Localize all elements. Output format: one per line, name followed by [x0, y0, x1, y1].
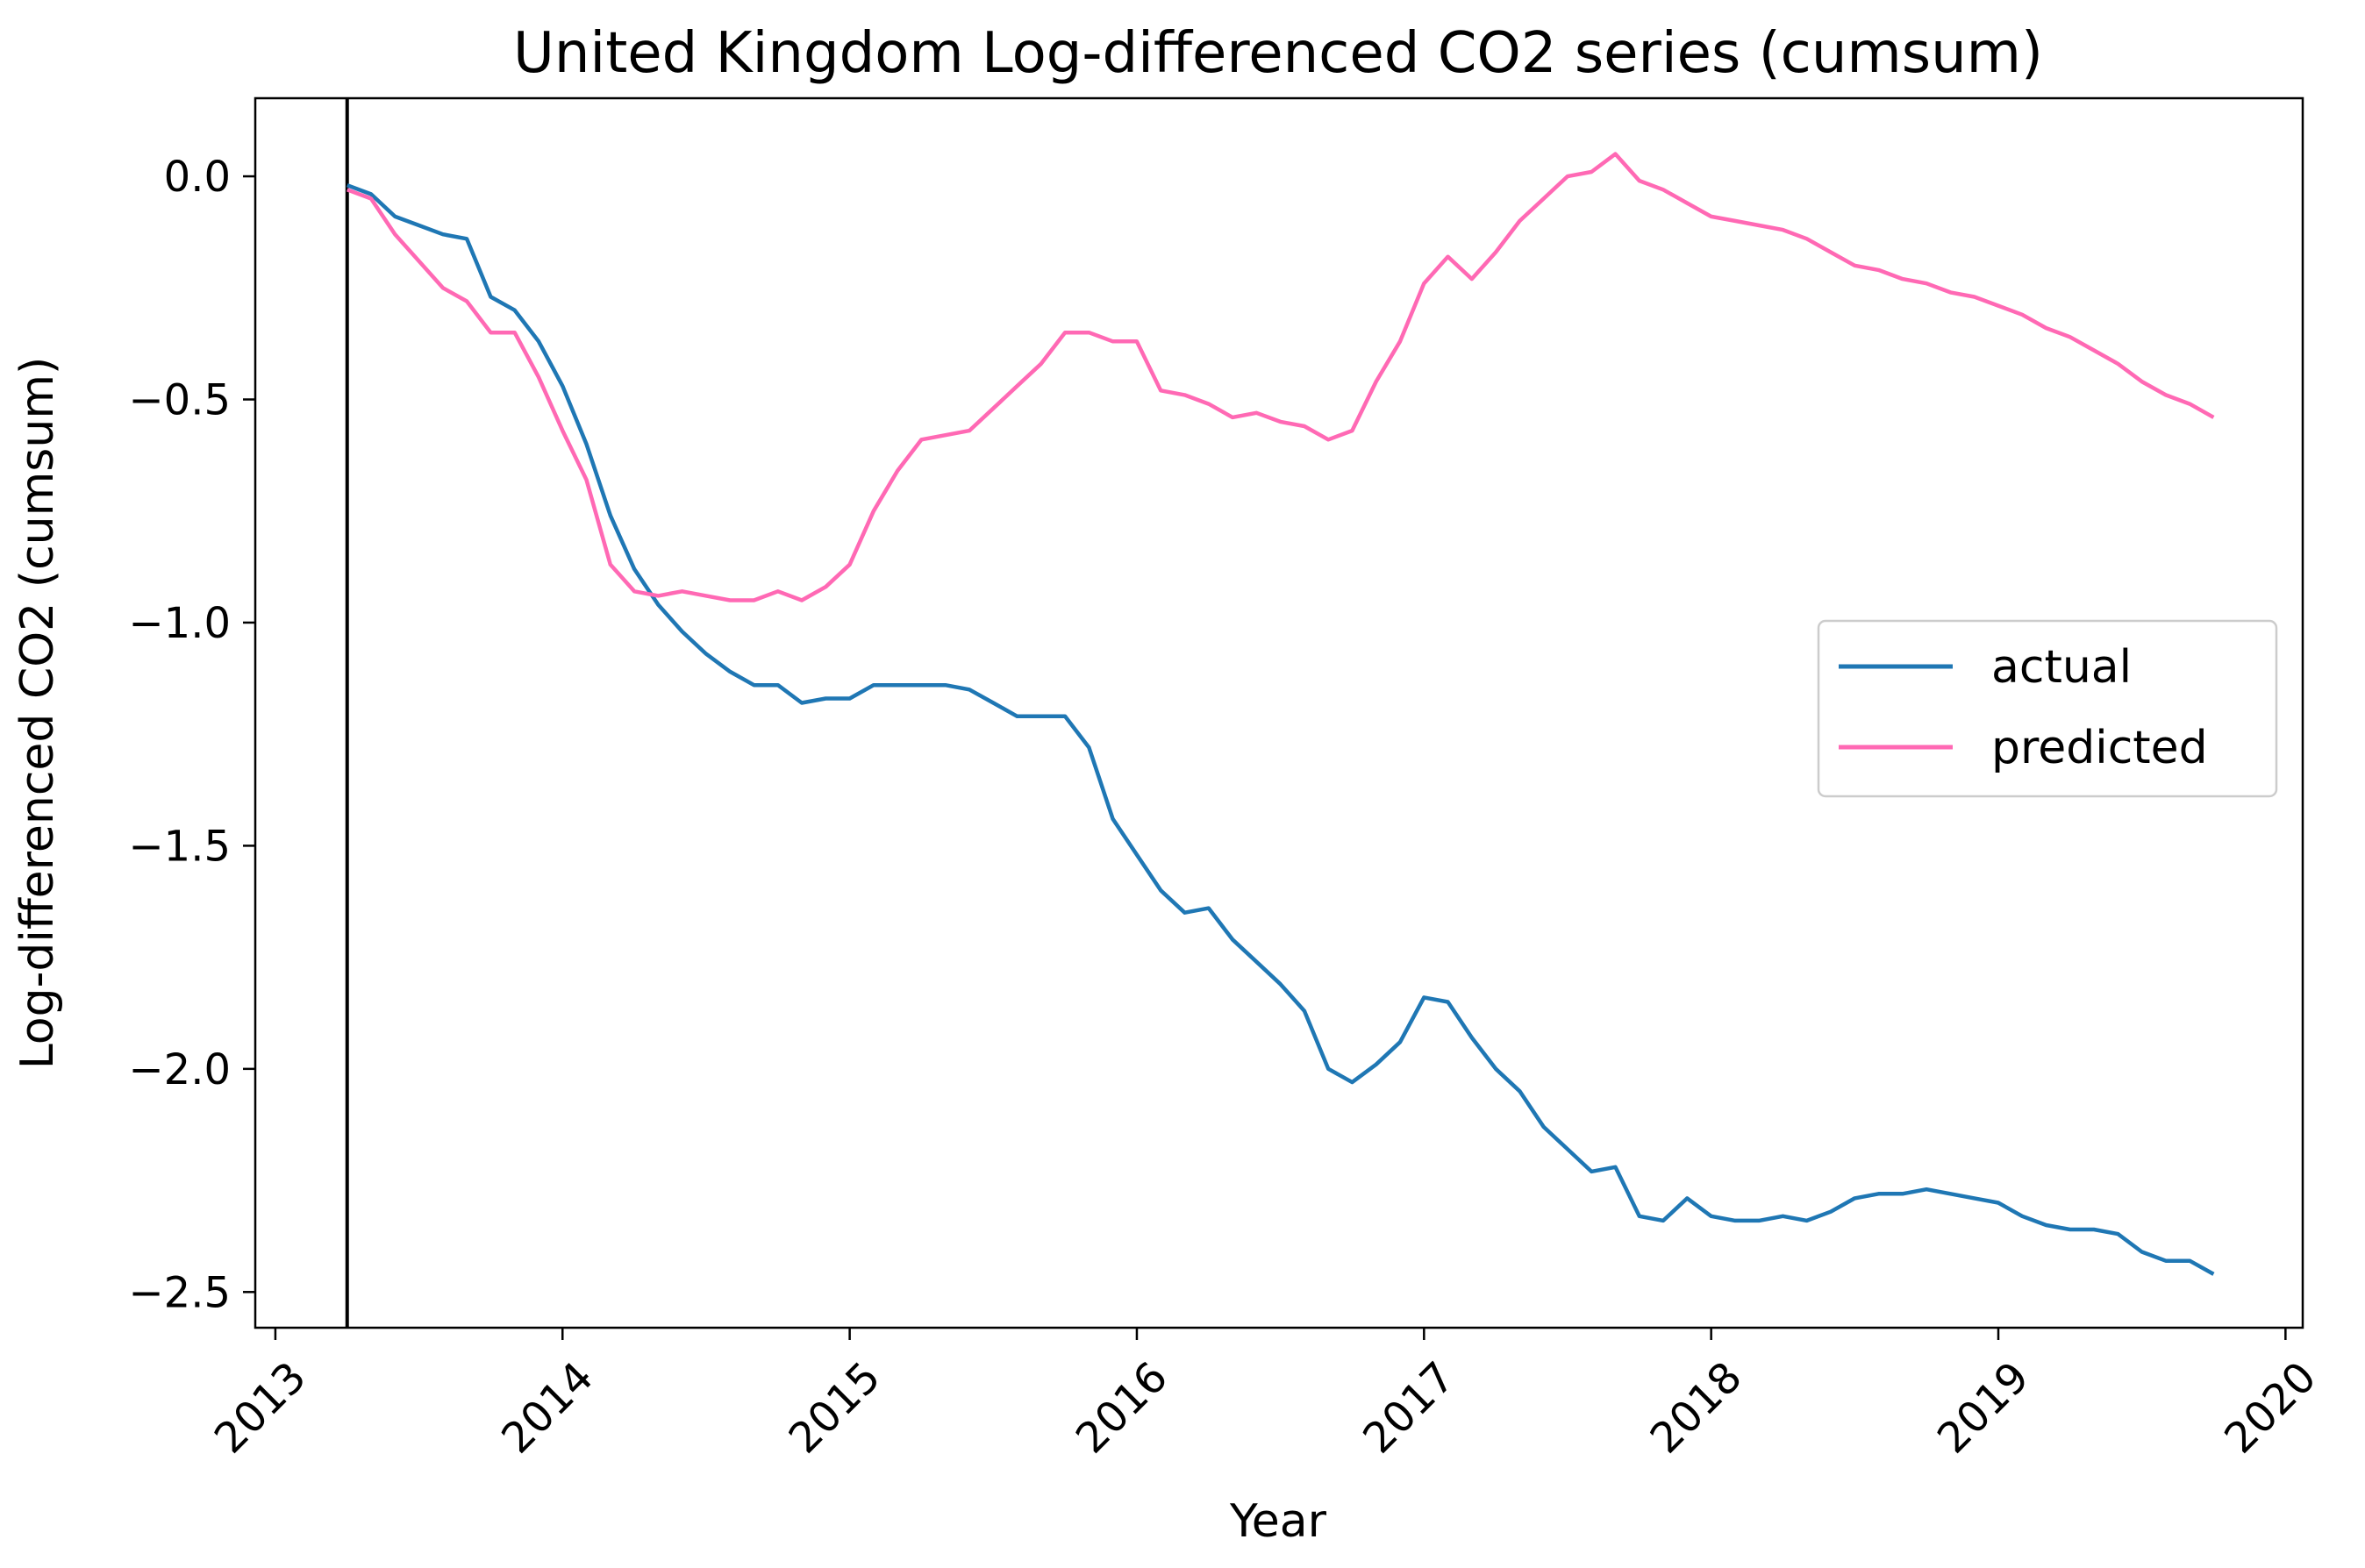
series-line-actual [347, 183, 2215, 1276]
y-tick-label: −1.5 [128, 822, 231, 871]
y-tick-label: −2.0 [128, 1045, 231, 1094]
series-line-predicted [347, 152, 2215, 602]
legend: actual predicted [1817, 619, 2278, 798]
chart-title: United Kingdom Log-differenced CO2 serie… [513, 21, 2043, 86]
plot-frame [254, 96, 2304, 1329]
y-axis-label: Log-differenced CO2 (cumsum) [11, 357, 64, 1070]
y-axis-ticks: 0.0 −0.5 −1.0 −1.5 −2.0 −2.5 [128, 153, 255, 1317]
y-tick-label: −0.5 [128, 376, 231, 425]
y-tick-label: −1.0 [128, 599, 231, 648]
y-tick-label: 0.0 [164, 153, 231, 202]
x-axis-label: Year [1229, 1495, 1327, 1548]
legend-label-predicted: predicted [1991, 722, 2208, 774]
legend-label-actual: actual [1991, 641, 2132, 694]
y-tick-label: −2.5 [128, 1268, 231, 1317]
series-lines [347, 152, 2215, 1276]
plot-area [345, 98, 2215, 1328]
